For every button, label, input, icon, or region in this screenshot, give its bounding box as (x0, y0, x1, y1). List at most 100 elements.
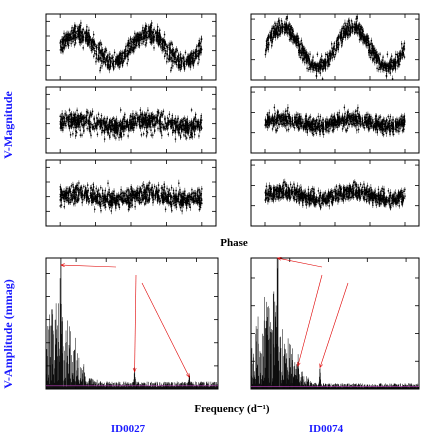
data-point (84, 120, 87, 123)
data-point (70, 195, 72, 197)
data-point (195, 200, 197, 202)
data-point (91, 113, 93, 116)
data-point (166, 127, 169, 130)
data-point (161, 40, 163, 43)
data-point (160, 121, 162, 123)
data-point (162, 127, 164, 129)
data-point (113, 129, 115, 132)
data-point (69, 201, 72, 204)
data-point (66, 116, 68, 119)
data-point (80, 22, 82, 24)
data-point (92, 41, 94, 43)
data-point (191, 198, 193, 200)
data-point (158, 189, 160, 192)
data-point (109, 125, 111, 127)
data-point (78, 198, 80, 200)
data-point (184, 135, 187, 137)
data-point (189, 206, 191, 208)
data-point (141, 119, 143, 121)
data-point (113, 190, 115, 192)
data-point (59, 193, 61, 196)
data-point (183, 198, 185, 201)
data-point (89, 112, 92, 114)
data-point (167, 200, 169, 202)
data-point (198, 42, 200, 44)
data-point (144, 124, 147, 126)
data-point (104, 124, 106, 127)
data-point (136, 114, 138, 116)
data-point (101, 124, 103, 126)
data-point (159, 29, 161, 31)
data-point (87, 32, 90, 34)
data-point (132, 42, 135, 44)
data-point (164, 42, 167, 45)
phase-points (59, 179, 203, 215)
data-point (78, 41, 81, 43)
data-point (181, 128, 184, 131)
data-point (168, 120, 170, 122)
data-point (113, 125, 116, 127)
data-point (168, 58, 170, 61)
data-point (134, 32, 136, 35)
data-point (145, 25, 148, 28)
data-point (117, 203, 120, 206)
data-point (80, 32, 83, 35)
data-point (78, 29, 80, 31)
data-point (188, 200, 190, 202)
data-point (193, 192, 196, 194)
data-point (129, 47, 131, 50)
data-point (178, 132, 181, 134)
data-point (64, 40, 66, 42)
data-point (150, 115, 153, 118)
data-point (90, 43, 92, 45)
data-point (61, 48, 63, 51)
data-point (192, 128, 194, 130)
data-point (138, 200, 140, 203)
data-point (133, 116, 136, 118)
data-point (166, 124, 169, 126)
data-point (150, 129, 152, 131)
data-point (193, 61, 195, 63)
data-point (85, 36, 87, 39)
data-point (157, 32, 159, 34)
data-point (93, 128, 96, 130)
data-point (87, 39, 90, 41)
data-point (140, 36, 143, 39)
data-point (63, 122, 65, 125)
data-point (152, 31, 155, 34)
data-point (142, 194, 145, 196)
data-point (103, 138, 106, 140)
data-point (138, 197, 141, 199)
data-point (75, 200, 78, 202)
data-point (161, 114, 163, 117)
data-point (175, 206, 178, 208)
data-point (184, 197, 186, 199)
data-point (59, 42, 61, 44)
data-point (138, 36, 140, 39)
data-point (144, 189, 147, 192)
data-point (82, 194, 84, 196)
data-point (79, 27, 82, 29)
data-point (107, 54, 109, 56)
data-point (101, 49, 104, 51)
data-point (90, 187, 93, 189)
data-point (80, 123, 83, 125)
data-point (133, 39, 135, 42)
data-point (113, 201, 116, 204)
data-point (113, 131, 116, 134)
data-point (141, 33, 143, 35)
data-point (119, 133, 121, 136)
data-point (110, 57, 112, 59)
data-point (198, 188, 200, 191)
data-point (74, 113, 77, 115)
data-point (200, 125, 202, 127)
data-point (165, 195, 168, 198)
data-point (103, 194, 105, 196)
data-point (80, 186, 83, 189)
data-point (172, 60, 174, 62)
data-point (112, 117, 115, 120)
data-point (60, 191, 62, 193)
data-point (96, 117, 98, 119)
data-point (61, 42, 64, 44)
data-point (67, 43, 69, 46)
